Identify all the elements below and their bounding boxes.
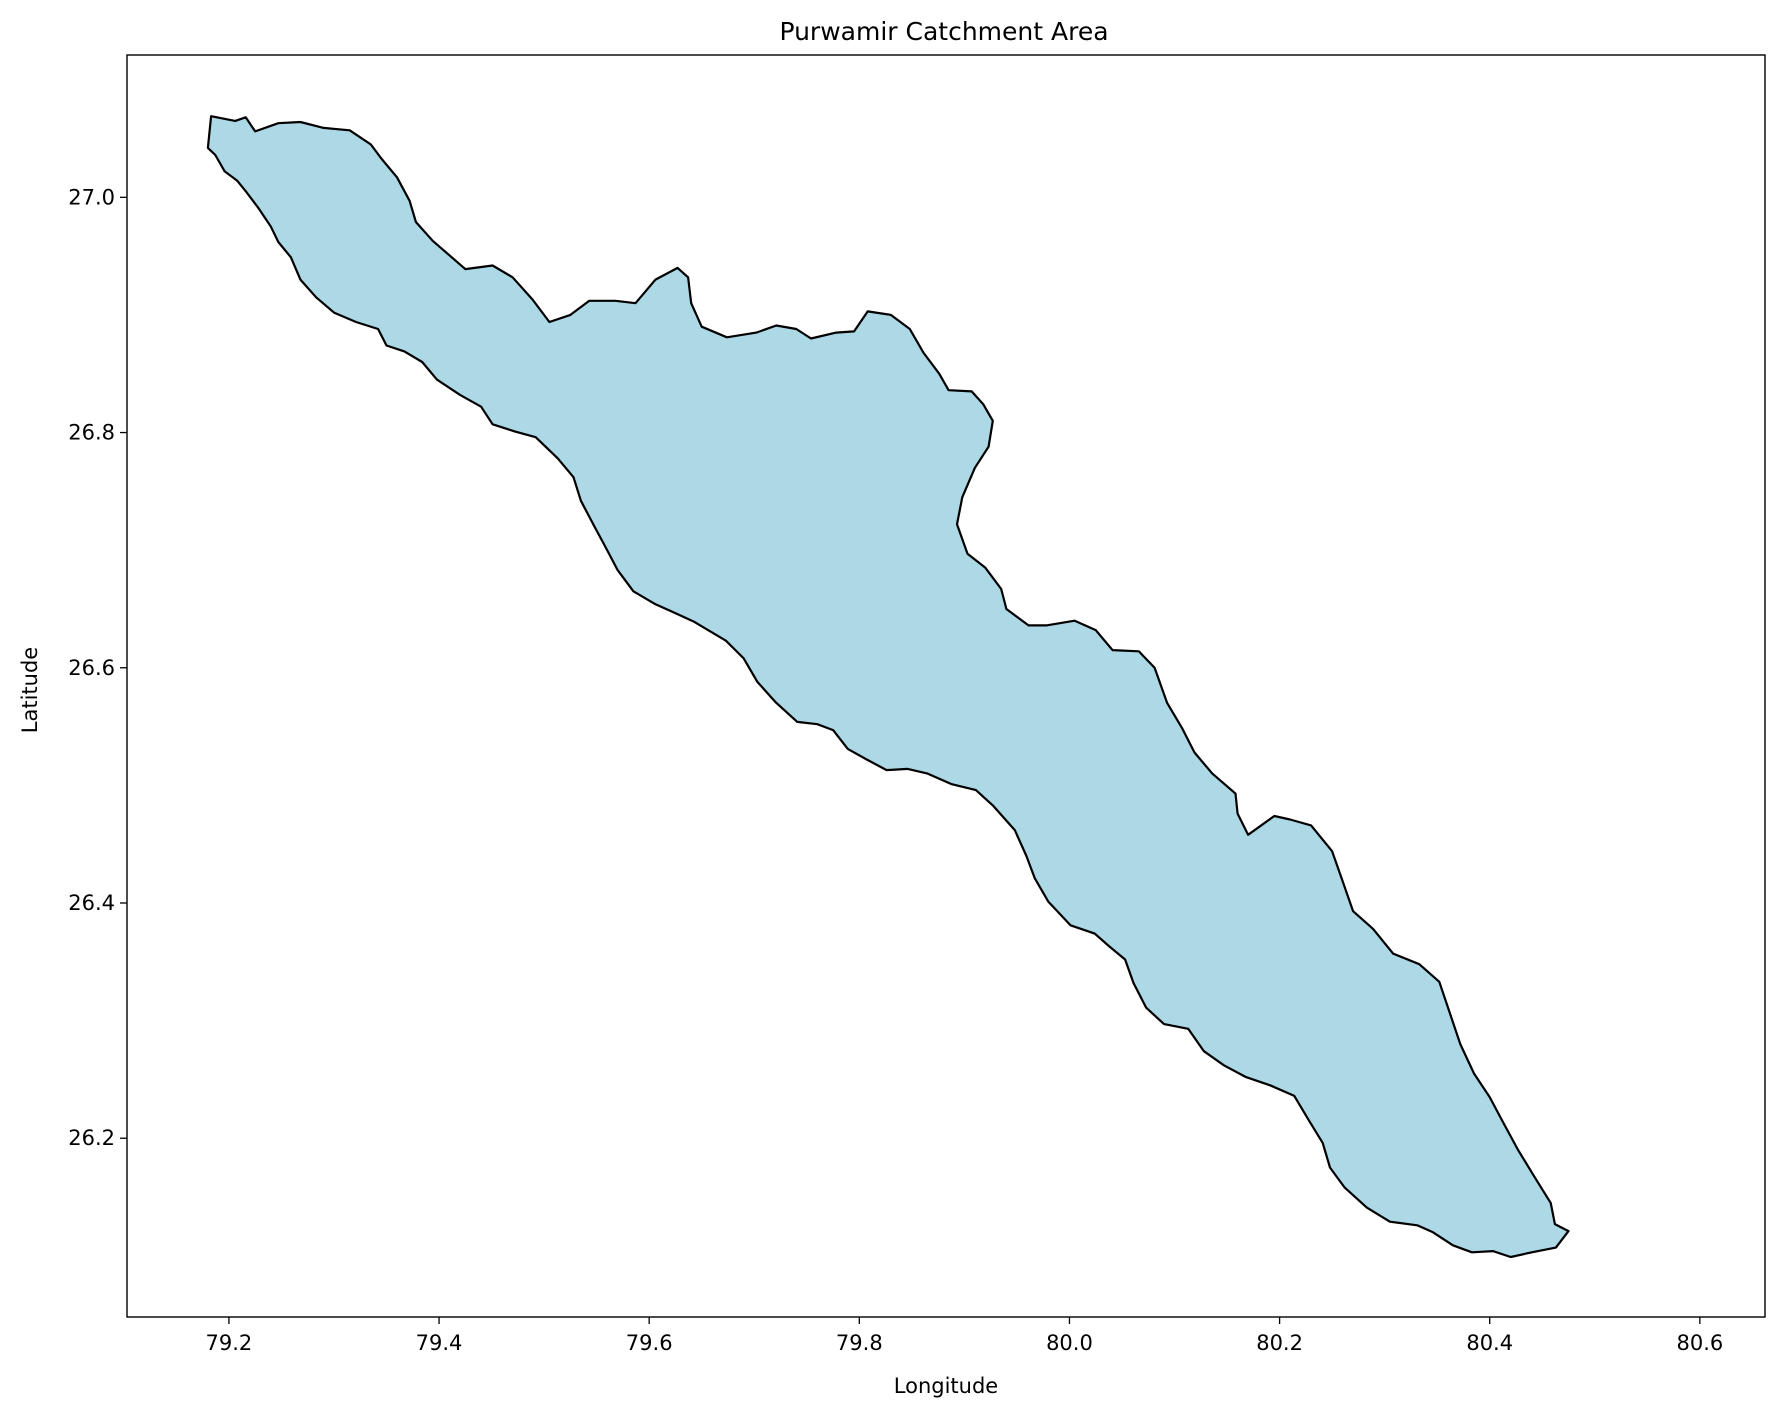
x-tick-label: 79.6 [626, 1331, 673, 1355]
x-tick-label: 80.0 [1046, 1331, 1093, 1355]
x-axis-label: Longitude [894, 1374, 998, 1398]
x-tick-label: 80.2 [1256, 1331, 1303, 1355]
x-tick-label: 79.8 [836, 1331, 883, 1355]
x-tick-label: 80.4 [1466, 1331, 1513, 1355]
y-axis-ticks: 26.2 26.4 26.6 26.8 27.0 [68, 185, 127, 1150]
x-tick-label: 79.4 [416, 1331, 463, 1355]
y-tick-label: 26.6 [68, 656, 115, 680]
x-axis-ticks: 79.2 79.4 79.6 79.8 80.0 80.2 80.4 80.6 [206, 1317, 1723, 1355]
axes-frame [126, 54, 1766, 1318]
chart-title: Purwamir Catchment Area [779, 17, 1108, 46]
x-tick-label: 79.2 [206, 1331, 253, 1355]
x-tick-label: 80.6 [1676, 1331, 1723, 1355]
y-tick-label: 26.8 [68, 421, 115, 445]
plot-area [126, 54, 1766, 1318]
y-tick-label: 26.2 [68, 1126, 115, 1150]
catchment-polygon [206, 115, 1570, 1259]
y-tick-label: 27.0 [68, 185, 115, 209]
y-tick-label: 26.4 [68, 891, 115, 915]
y-axis-label: Latitude [18, 647, 42, 733]
